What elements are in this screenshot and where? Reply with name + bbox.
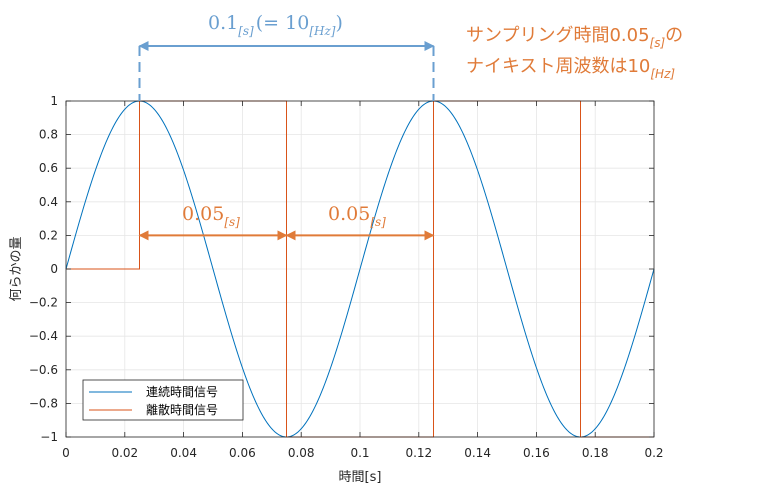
- interval1-label: 0.05[s]: [182, 203, 240, 229]
- x-axis-label: 時間[s]: [339, 470, 382, 485]
- x-tick-label-3: 0.06: [229, 446, 256, 460]
- y-tick-label-2: −0.6: [29, 363, 58, 377]
- y-axis-label: 何らかの量: [8, 236, 24, 301]
- x-tick-label-7: 0.14: [464, 446, 491, 460]
- y-tick-label-10: 1: [50, 94, 58, 108]
- x-tick-label-5: 0.1: [350, 446, 369, 460]
- note-line2: ナイキスト周波数は10[Hz]: [466, 56, 675, 81]
- x-tick-label-9: 0.18: [582, 446, 609, 460]
- x-tick-label-4: 0.08: [288, 446, 315, 460]
- y-tick-label-3: −0.4: [29, 329, 58, 343]
- x-tick-label-2: 0.04: [170, 446, 197, 460]
- legend-label-continuous: 連続時間信号: [146, 385, 218, 399]
- y-tick-label-0: −1: [40, 430, 58, 444]
- x-tick-label-8: 0.16: [523, 446, 550, 460]
- y-tick-label-4: −0.2: [29, 296, 58, 310]
- annotations: 0.1[s] (= 10[Hz]) 0.05[s] 0.05[s] サンプリング時…: [138, 12, 683, 241]
- legend-label-discrete: 離散時間信号: [146, 402, 218, 417]
- x-tick-label-10: 0.2: [644, 446, 663, 460]
- y-tick-label-9: 0.8: [39, 128, 58, 142]
- series-line-0: [65, 100, 655, 438]
- x-tick-label-1: 0.02: [111, 446, 138, 460]
- note-line1: サンプリング時間0.05[s]の: [466, 25, 683, 50]
- y-tick-label-8: 0.6: [39, 161, 58, 175]
- y-tick-label-6: 0.2: [39, 228, 58, 242]
- legend-box: [82, 379, 244, 421]
- y-tick-label-1: −0.8: [29, 396, 58, 410]
- x-tick-label-6: 0.12: [405, 446, 432, 460]
- y-tick-label-5: 0: [50, 262, 58, 276]
- y-tick-label-7: 0.4: [39, 195, 58, 209]
- x-tick-label-0: 0: [62, 446, 70, 460]
- ticks: 0 0.02 0.04 0.06 0.08 0.1 0.12 0.14 0.16 0.18 0.2 −…: [29, 94, 664, 460]
- interval2-label: 0.05[s]: [328, 203, 386, 229]
- legend: 連続時間信号 離散時間信号: [82, 379, 244, 421]
- period-label: 0.1[s] (= 10[Hz]): [208, 12, 343, 38]
